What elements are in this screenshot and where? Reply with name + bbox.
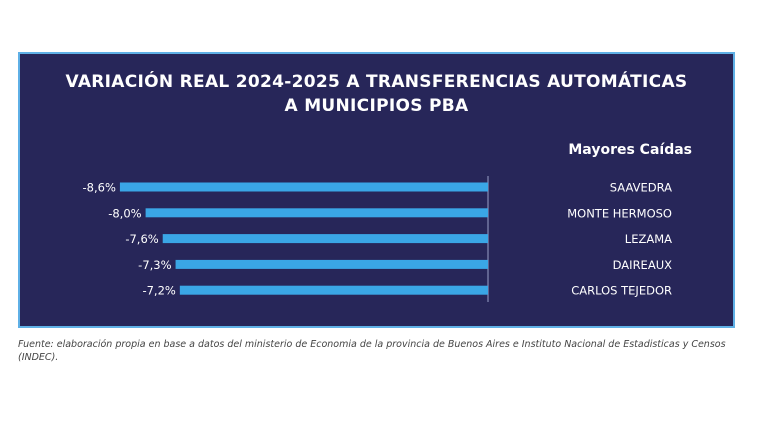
category-label: DAIREAUX <box>613 258 672 272</box>
category-label: LEZAMA <box>625 232 672 246</box>
data-label: -7,2% <box>142 284 175 298</box>
bar <box>179 285 488 295</box>
category-label: SAAVEDRA <box>610 181 672 195</box>
bar <box>175 259 488 269</box>
bar <box>145 208 488 218</box>
category-label: MONTE HERMOSO <box>567 206 672 220</box>
data-label: -8,0% <box>108 206 141 220</box>
chart-title-line-2: A MUNICIPIOS PBA <box>284 96 469 116</box>
chart-title-line-1: VARIACIÓN REAL 2024-2025 A TRANSFERENCIA… <box>65 72 688 92</box>
category-label: CARLOS TEJEDOR <box>571 284 672 298</box>
data-label: -7,3% <box>138 258 171 272</box>
data-label: -8,6% <box>83 181 116 195</box>
data-label: -7,6% <box>125 232 158 246</box>
chart-subtitle: Mayores Caídas <box>568 142 692 158</box>
bar <box>119 182 489 192</box>
source-note: Fuente: elaboración propia en base a dat… <box>18 339 726 363</box>
bar <box>162 234 488 244</box>
